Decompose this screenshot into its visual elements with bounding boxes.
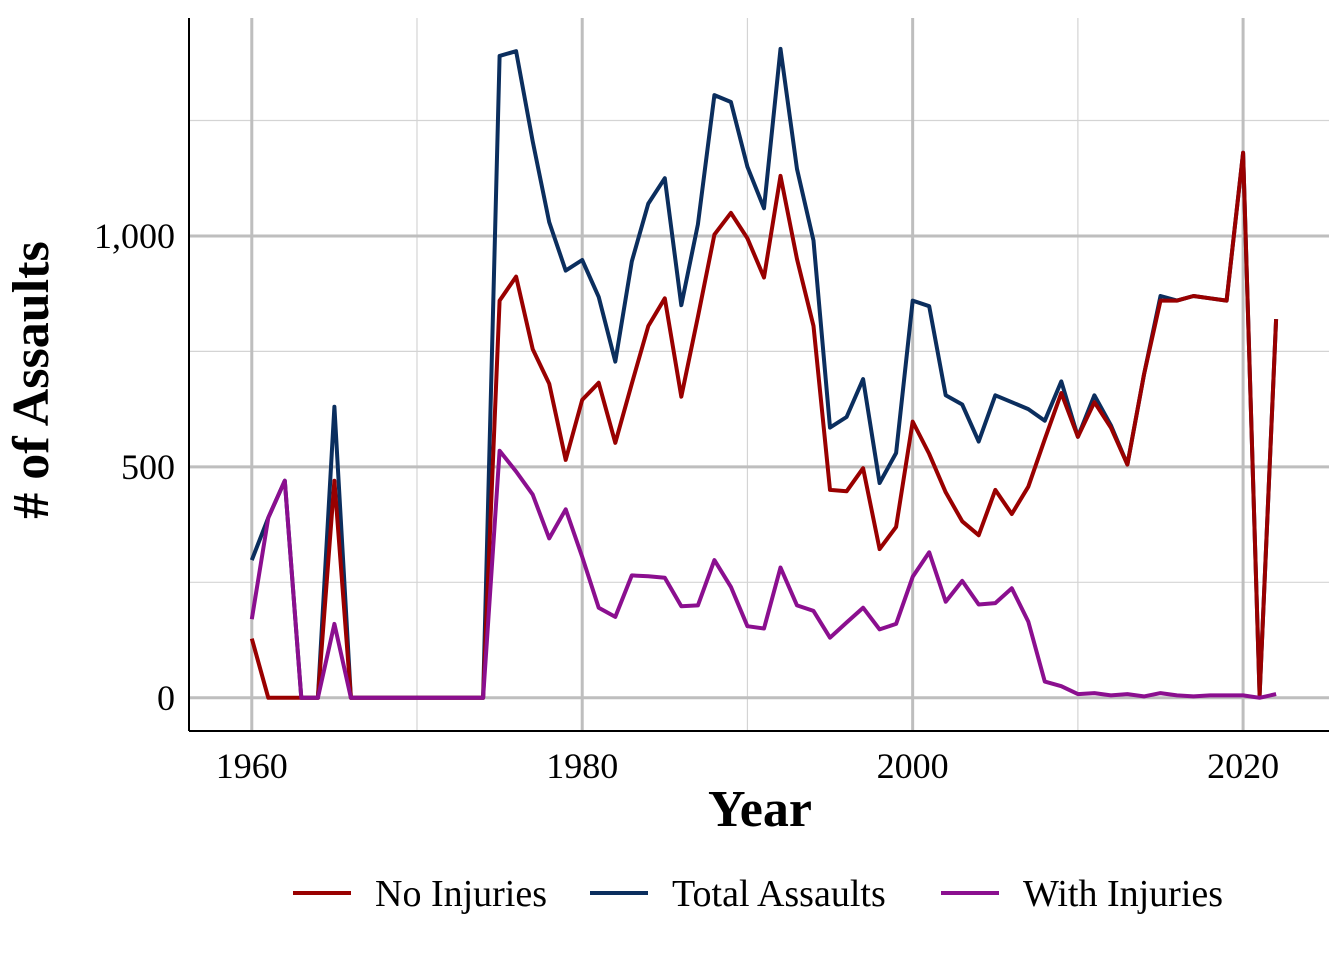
y-tick-labels: 0 500 1,000 bbox=[94, 216, 175, 718]
legend-label: With Injuries bbox=[1023, 873, 1223, 915]
legend: No Injuries Total Assaults With Injuries bbox=[293, 873, 1223, 915]
legend-item-total-assaults: Total Assaults bbox=[590, 873, 886, 915]
legend-label: Total Assaults bbox=[672, 873, 886, 915]
x-tick-label: 2020 bbox=[1207, 746, 1279, 786]
series-lines bbox=[249, 46, 1279, 700]
y-axis-title: # of Assaults bbox=[3, 241, 60, 518]
y-tick-label: 1,000 bbox=[94, 216, 175, 256]
legend-item-no-injuries: No Injuries bbox=[293, 873, 547, 915]
y-tick-label: 500 bbox=[121, 447, 175, 487]
y-tick-label: 0 bbox=[157, 678, 175, 718]
legend-item-with-injuries: With Injuries bbox=[941, 873, 1223, 915]
series-line-with-injuries bbox=[249, 448, 1277, 700]
legend-label: No Injuries bbox=[375, 873, 547, 915]
x-tick-label: 2000 bbox=[877, 746, 949, 786]
x-tick-label: 1980 bbox=[546, 746, 618, 786]
axes bbox=[188, 18, 1329, 732]
x-tick-labels: 1960 1980 2000 2020 bbox=[216, 746, 1279, 786]
x-tick-label: 1960 bbox=[216, 746, 288, 786]
minor-gridlines bbox=[189, 18, 1329, 731]
x-axis-title: Year bbox=[708, 781, 812, 838]
